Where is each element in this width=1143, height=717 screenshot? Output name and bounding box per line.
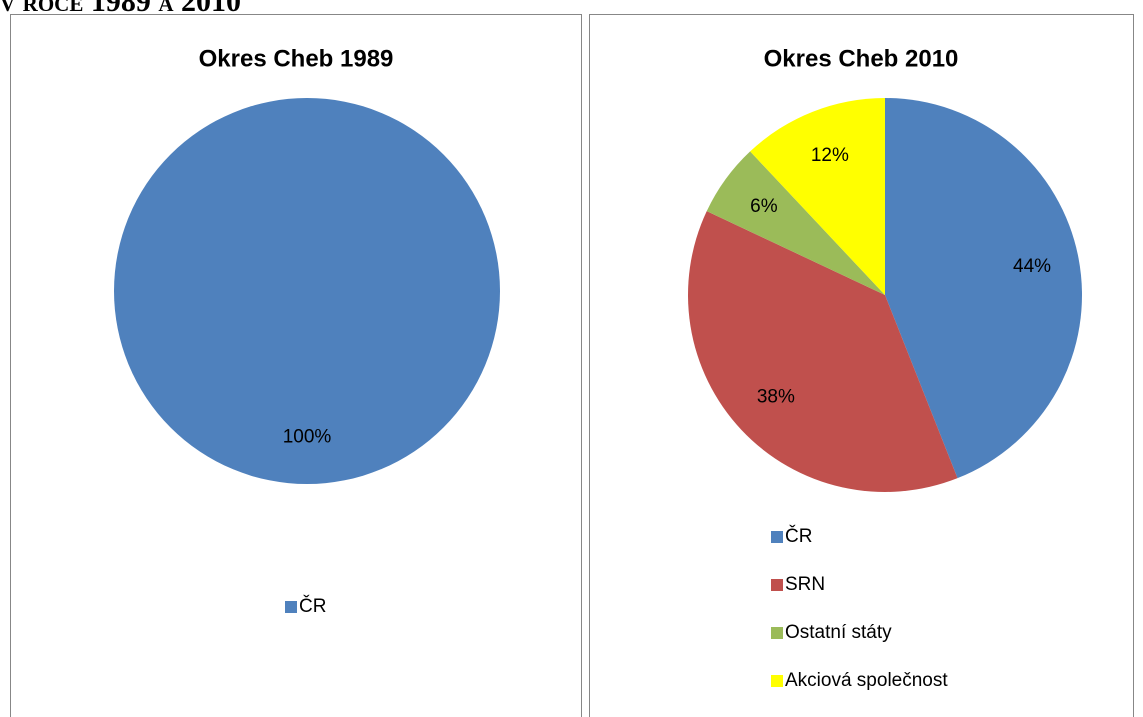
data-label: 38% [757, 387, 795, 408]
legend-label: ČR [785, 525, 812, 547]
pie-slice [114, 98, 500, 484]
legend-label: SRN [785, 574, 825, 595]
data-label: 44% [1013, 256, 1051, 277]
data-label: 6% [750, 196, 778, 217]
chart-frame [10, 14, 582, 717]
legend-swatch [285, 601, 297, 613]
data-label: 12% [811, 145, 849, 166]
legend-swatch [771, 579, 783, 591]
data-label: 100% [283, 427, 332, 448]
legend-swatch [771, 531, 783, 543]
pie-slice [885, 98, 1082, 479]
pie-slice [706, 151, 885, 295]
chart-title: Okres Cheb 1989 [199, 45, 394, 72]
header: v roce 1989 a 2010 [0, 0, 241, 18]
legend-swatch [771, 627, 783, 639]
legend-label: Ostatní státy [785, 622, 892, 643]
chart-frame [589, 14, 1134, 717]
pie-slice [750, 98, 885, 295]
legend-label: Akciová společnost [785, 670, 948, 691]
chart-title: Okres Cheb 2010 [764, 45, 959, 72]
legend-label: ČR [299, 595, 326, 617]
pie-slice [688, 211, 958, 493]
legend-swatch [771, 675, 783, 687]
